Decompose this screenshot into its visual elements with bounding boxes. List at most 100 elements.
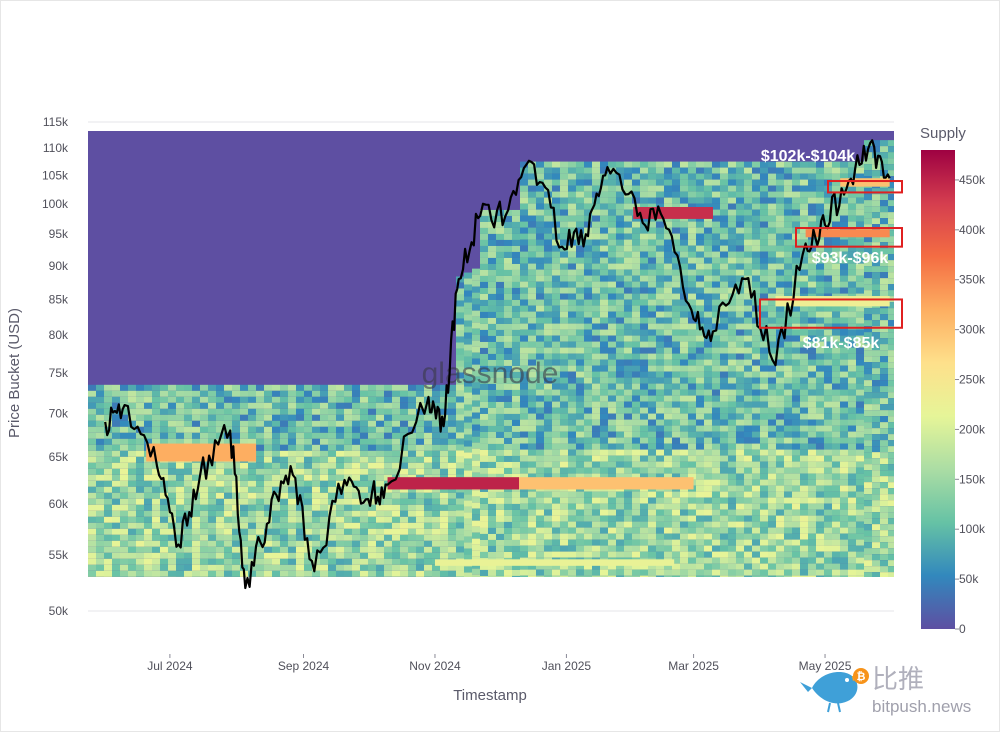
heatmap-cell bbox=[784, 197, 792, 204]
heatmap-cell bbox=[704, 269, 712, 276]
heatmap-cell bbox=[848, 491, 856, 498]
heatmap-cell bbox=[688, 341, 696, 348]
heatmap-cell bbox=[760, 485, 768, 492]
heatmap-cell bbox=[152, 546, 160, 553]
heatmap-cell bbox=[432, 456, 440, 463]
heatmap-cell bbox=[736, 455, 744, 462]
heatmap-cell bbox=[600, 353, 608, 360]
heatmap-cell bbox=[392, 528, 400, 535]
heatmap-cell bbox=[256, 396, 264, 403]
heatmap-cell bbox=[800, 287, 808, 294]
heatmap-cell bbox=[496, 299, 504, 306]
heatmap-cell bbox=[664, 389, 672, 396]
heatmap-cell bbox=[608, 389, 616, 396]
heatmap-cell bbox=[248, 426, 256, 433]
heatmap-cell bbox=[320, 414, 328, 421]
heatmap-cell bbox=[816, 377, 824, 384]
heatmap-cell bbox=[608, 563, 616, 570]
heatmap-cell bbox=[392, 558, 400, 565]
heatmap-cell bbox=[584, 521, 592, 528]
heatmap-cell bbox=[464, 572, 472, 577]
heatmap-cell bbox=[800, 503, 808, 510]
heatmap-cell bbox=[288, 438, 296, 445]
heatmap-cell bbox=[464, 410, 472, 417]
heatmap-cell bbox=[528, 173, 536, 180]
heatmap-cell bbox=[112, 462, 120, 469]
heatmap-cell bbox=[712, 425, 720, 432]
heatmap-cell bbox=[560, 305, 568, 312]
heatmap-cell bbox=[320, 444, 328, 451]
heatmap-cell bbox=[472, 430, 480, 437]
heatmap-cell bbox=[776, 401, 784, 408]
heatmap-cell bbox=[248, 480, 256, 487]
heatmap-cell bbox=[608, 527, 616, 534]
heatmap-cell bbox=[768, 557, 776, 564]
heatmap-cell bbox=[232, 504, 240, 511]
heatmap-cell bbox=[280, 390, 288, 397]
heatmap-cell bbox=[432, 552, 440, 559]
heatmap-cell bbox=[624, 461, 632, 468]
heatmap-cell bbox=[616, 569, 624, 576]
heatmap-cell bbox=[208, 420, 216, 427]
heatmap-cell bbox=[664, 335, 672, 342]
heatmap-cell bbox=[200, 522, 208, 529]
heatmap-cell bbox=[824, 449, 832, 456]
heatmap-cell bbox=[768, 419, 776, 426]
heatmap-cell bbox=[584, 539, 592, 546]
heatmap-cell bbox=[840, 551, 848, 558]
heatmap-cell bbox=[696, 365, 704, 372]
heatmap-cell bbox=[344, 564, 352, 571]
heatmap-cell bbox=[792, 251, 800, 258]
heatmap-cell bbox=[824, 371, 832, 378]
heatmap-cell bbox=[304, 528, 312, 535]
heatmap-cell bbox=[368, 528, 376, 535]
heatmap-cell bbox=[544, 383, 552, 390]
heatmap-cell bbox=[736, 557, 744, 564]
heatmap-cell bbox=[296, 438, 304, 445]
heatmap-cell bbox=[808, 191, 816, 198]
heatmap-cell bbox=[640, 491, 648, 498]
heatmap-cell bbox=[624, 161, 632, 168]
heatmap-cell bbox=[712, 269, 720, 276]
heatmap-cell bbox=[720, 503, 728, 510]
heatmap-cell bbox=[584, 203, 592, 210]
heatmap-cell bbox=[832, 557, 840, 564]
heatmap-cell bbox=[504, 503, 512, 510]
heatmap-cell bbox=[288, 510, 296, 517]
heatmap-cell bbox=[744, 389, 752, 396]
heatmap-cell bbox=[216, 486, 224, 493]
heatmap-cell bbox=[432, 486, 440, 493]
heatmap-cell bbox=[744, 167, 752, 174]
heatmap-cell bbox=[784, 551, 792, 558]
heatmap-cell bbox=[608, 311, 616, 318]
heatmap-cell bbox=[96, 468, 104, 475]
heatmap-cell bbox=[464, 470, 472, 477]
heatmap-cell bbox=[184, 396, 192, 403]
heatmap-cell bbox=[560, 323, 568, 330]
heatmap-cell bbox=[856, 389, 864, 396]
heatmap-cell bbox=[168, 396, 176, 403]
heatmap-cell bbox=[472, 502, 480, 509]
heatmap-cell bbox=[632, 563, 640, 570]
heatmap-cell bbox=[592, 251, 600, 258]
heatmap-cell bbox=[336, 432, 344, 439]
heatmap-cell bbox=[728, 371, 736, 378]
heatmap-cell bbox=[520, 539, 528, 546]
heatmap-cell bbox=[856, 377, 864, 384]
heatmap-cell bbox=[576, 419, 584, 426]
heatmap-cell bbox=[664, 227, 672, 234]
heatmap-cell bbox=[608, 545, 616, 552]
heatmap-cell bbox=[208, 558, 216, 565]
heatmap-cell bbox=[480, 521, 488, 528]
heatmap-cell bbox=[288, 576, 296, 577]
heatmap-cell bbox=[144, 558, 152, 565]
heatmap-cell bbox=[256, 420, 264, 427]
heatmap-cell bbox=[360, 486, 368, 493]
heatmap-cell bbox=[728, 209, 736, 216]
heatmap-cell bbox=[312, 438, 320, 445]
heatmap-cell bbox=[800, 539, 808, 546]
heatmap-cell bbox=[712, 179, 720, 186]
heatmap-cell bbox=[712, 191, 720, 198]
heatmap-cell bbox=[224, 540, 232, 547]
heatmap-cell bbox=[368, 450, 376, 457]
